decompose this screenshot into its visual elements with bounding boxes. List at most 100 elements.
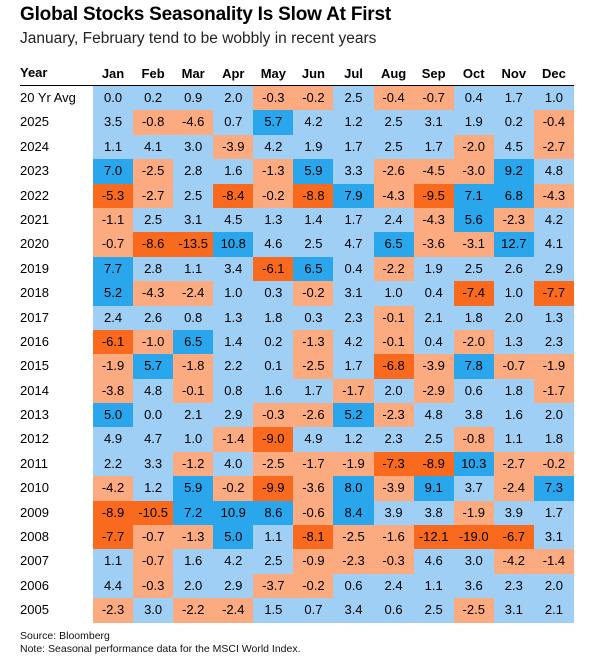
value-cell: 7.2: [173, 500, 214, 526]
value-cell: 2.0: [213, 86, 254, 111]
value-cell: -4.3: [413, 207, 454, 233]
value-cell: -1.9: [453, 500, 494, 526]
value-cell: 1.6: [173, 549, 214, 574]
table-body: 20 Yr Avg 0.0 0.2 0.9 2.0 -0.3 -0.2 2.5 -0.4 -0.7…: [20, 86, 574, 623]
value-cell: -4.5: [413, 159, 454, 184]
value-cell: 4.8: [413, 403, 454, 428]
value-cell: 2.5: [173, 183, 214, 208]
table-row: 2022 -5.3 -2.7 2.5 -8.4 -0.2 -8.8 7.9 -4.3 -9.5 7.…: [20, 183, 574, 208]
month-header: Jan: [101, 66, 125, 81]
value-cell: 0.2: [493, 110, 534, 135]
value-cell: 1.2: [333, 427, 374, 452]
value-cell: 1.7: [333, 134, 374, 160]
row-label: 2022: [20, 187, 49, 203]
value-cell: 1.7: [333, 207, 374, 233]
value-cell: 1.2: [133, 476, 174, 501]
value-cell: 4.8: [133, 378, 174, 404]
value-cell: 10.9: [213, 500, 254, 526]
value-cell: -2.7: [493, 451, 534, 477]
table-row: 2005 -2.3 3.0 -2.2 -2.4 1.5 0.7 3.4 0.6 2.5 -2.5 3.…: [20, 598, 574, 623]
value-cell: -0.2: [253, 183, 294, 208]
value-cell: 1.0: [533, 86, 574, 111]
value-cell: 1.7: [493, 86, 534, 111]
month-header: Aug: [380, 66, 407, 81]
value-cell: -2.4: [213, 598, 254, 623]
value-cell: -4.3: [133, 281, 174, 306]
value-cell: 0.4: [453, 86, 494, 111]
value-cell: -2.5: [253, 451, 294, 477]
value-cell: 0.0: [93, 86, 134, 111]
value-cell: 2.9: [213, 403, 254, 428]
value-cell: 2.4: [93, 305, 134, 330]
value-cell: -7.4: [453, 281, 494, 306]
month-header: Jun: [301, 66, 325, 81]
table-row: 2008 -7.7 -0.7 -1.3 5.0 1.1 -8.1 -2.5 -1.6 -12.1-…: [20, 525, 574, 550]
table-row: 2014 -3.8 4.8 -0.1 0.8 1.6 1.7 -1.7 2.0 -2.9 0.6 1.…: [20, 378, 574, 404]
value-cell: 1.8: [533, 427, 574, 452]
table-row: 2018 5.2 -4.3 -2.4 1.0 0.3 -0.2 3.1 1.0 0.4 -7.4 1.…: [20, 281, 574, 306]
table-row: 2013 5.0 0.0 2.1 2.9 -0.3 -2.6 5.2 -2.3 4.8 3.8 1.6…: [20, 403, 574, 428]
value-cell: 3.5: [93, 110, 134, 135]
row-label: 2006: [20, 577, 49, 593]
value-cell: 2.5: [333, 86, 374, 111]
value-cell: 2.1: [413, 305, 454, 330]
row-label: 2012: [20, 431, 49, 447]
value-cell: 4.2: [533, 207, 574, 233]
value-cell: 0.6: [453, 378, 494, 404]
value-cell: -9.9: [253, 476, 294, 501]
value-cell: 2.5: [253, 549, 294, 574]
value-cell: 2.8: [133, 256, 174, 282]
value-cell: -3.6: [413, 232, 454, 257]
value-cell: -0.3: [373, 549, 414, 574]
value-cell: -2.3: [333, 549, 374, 574]
row-label: 2021: [20, 211, 49, 227]
value-cell: -2.4: [173, 281, 214, 306]
value-cell: 9.2: [493, 159, 534, 184]
footnote: Note: Seasonal performance data for the …: [20, 643, 301, 655]
row-label: 2025: [20, 114, 49, 130]
corner-label: Year: [20, 65, 48, 81]
value-cell: 0.3: [253, 281, 294, 306]
value-cell: 2.4: [373, 573, 414, 599]
value-cell: -4.6: [173, 110, 214, 135]
value-cell: 0.6: [373, 598, 414, 623]
value-cell: -1.7: [333, 378, 374, 404]
value-cell: 2.0: [533, 403, 574, 428]
value-cell: 1.9: [453, 110, 494, 135]
value-cell: 1.3: [493, 329, 534, 355]
value-cell: -0.7: [493, 354, 534, 379]
value-cell: 3.1: [333, 281, 374, 306]
value-cell: 1.6: [493, 403, 534, 428]
value-cell: 5.9: [173, 476, 214, 501]
value-cell: -0.2: [213, 476, 254, 501]
value-cell: -3.9: [213, 134, 254, 160]
row-label: 2019: [20, 260, 49, 276]
value-cell: 3.8: [413, 500, 454, 526]
value-cell: -1.7: [293, 451, 334, 477]
value-cell: -19.0: [453, 525, 494, 550]
value-cell: -1.3: [173, 525, 214, 550]
value-cell: -2.6: [373, 159, 414, 184]
value-cell: -0.1: [373, 329, 414, 355]
value-cell: -4.3: [373, 183, 414, 208]
value-cell: -1.9: [93, 354, 134, 379]
value-cell: 1.9: [293, 134, 334, 160]
value-cell: 1.1: [93, 134, 134, 160]
value-cell: -1.3: [293, 329, 334, 355]
value-cell: -5.3: [93, 183, 134, 208]
value-cell: -2.4: [493, 476, 534, 501]
value-cell: 7.0: [93, 159, 134, 184]
value-cell: 2.3: [373, 427, 414, 452]
value-cell: 0.2: [133, 86, 174, 111]
value-cell: 3.3: [333, 159, 374, 184]
value-cell: 1.8: [253, 305, 294, 330]
value-cell: 0.1: [253, 354, 294, 379]
value-cell: -8.4: [213, 183, 254, 208]
value-cell: 6.5: [173, 329, 214, 355]
value-cell: 5.2: [93, 281, 134, 306]
value-cell: 9.1: [413, 476, 454, 501]
value-cell: 0.2: [253, 329, 294, 355]
value-cell: -7.3: [373, 451, 414, 477]
value-cell: 4.9: [93, 427, 134, 452]
row-label: 2017: [20, 309, 49, 325]
